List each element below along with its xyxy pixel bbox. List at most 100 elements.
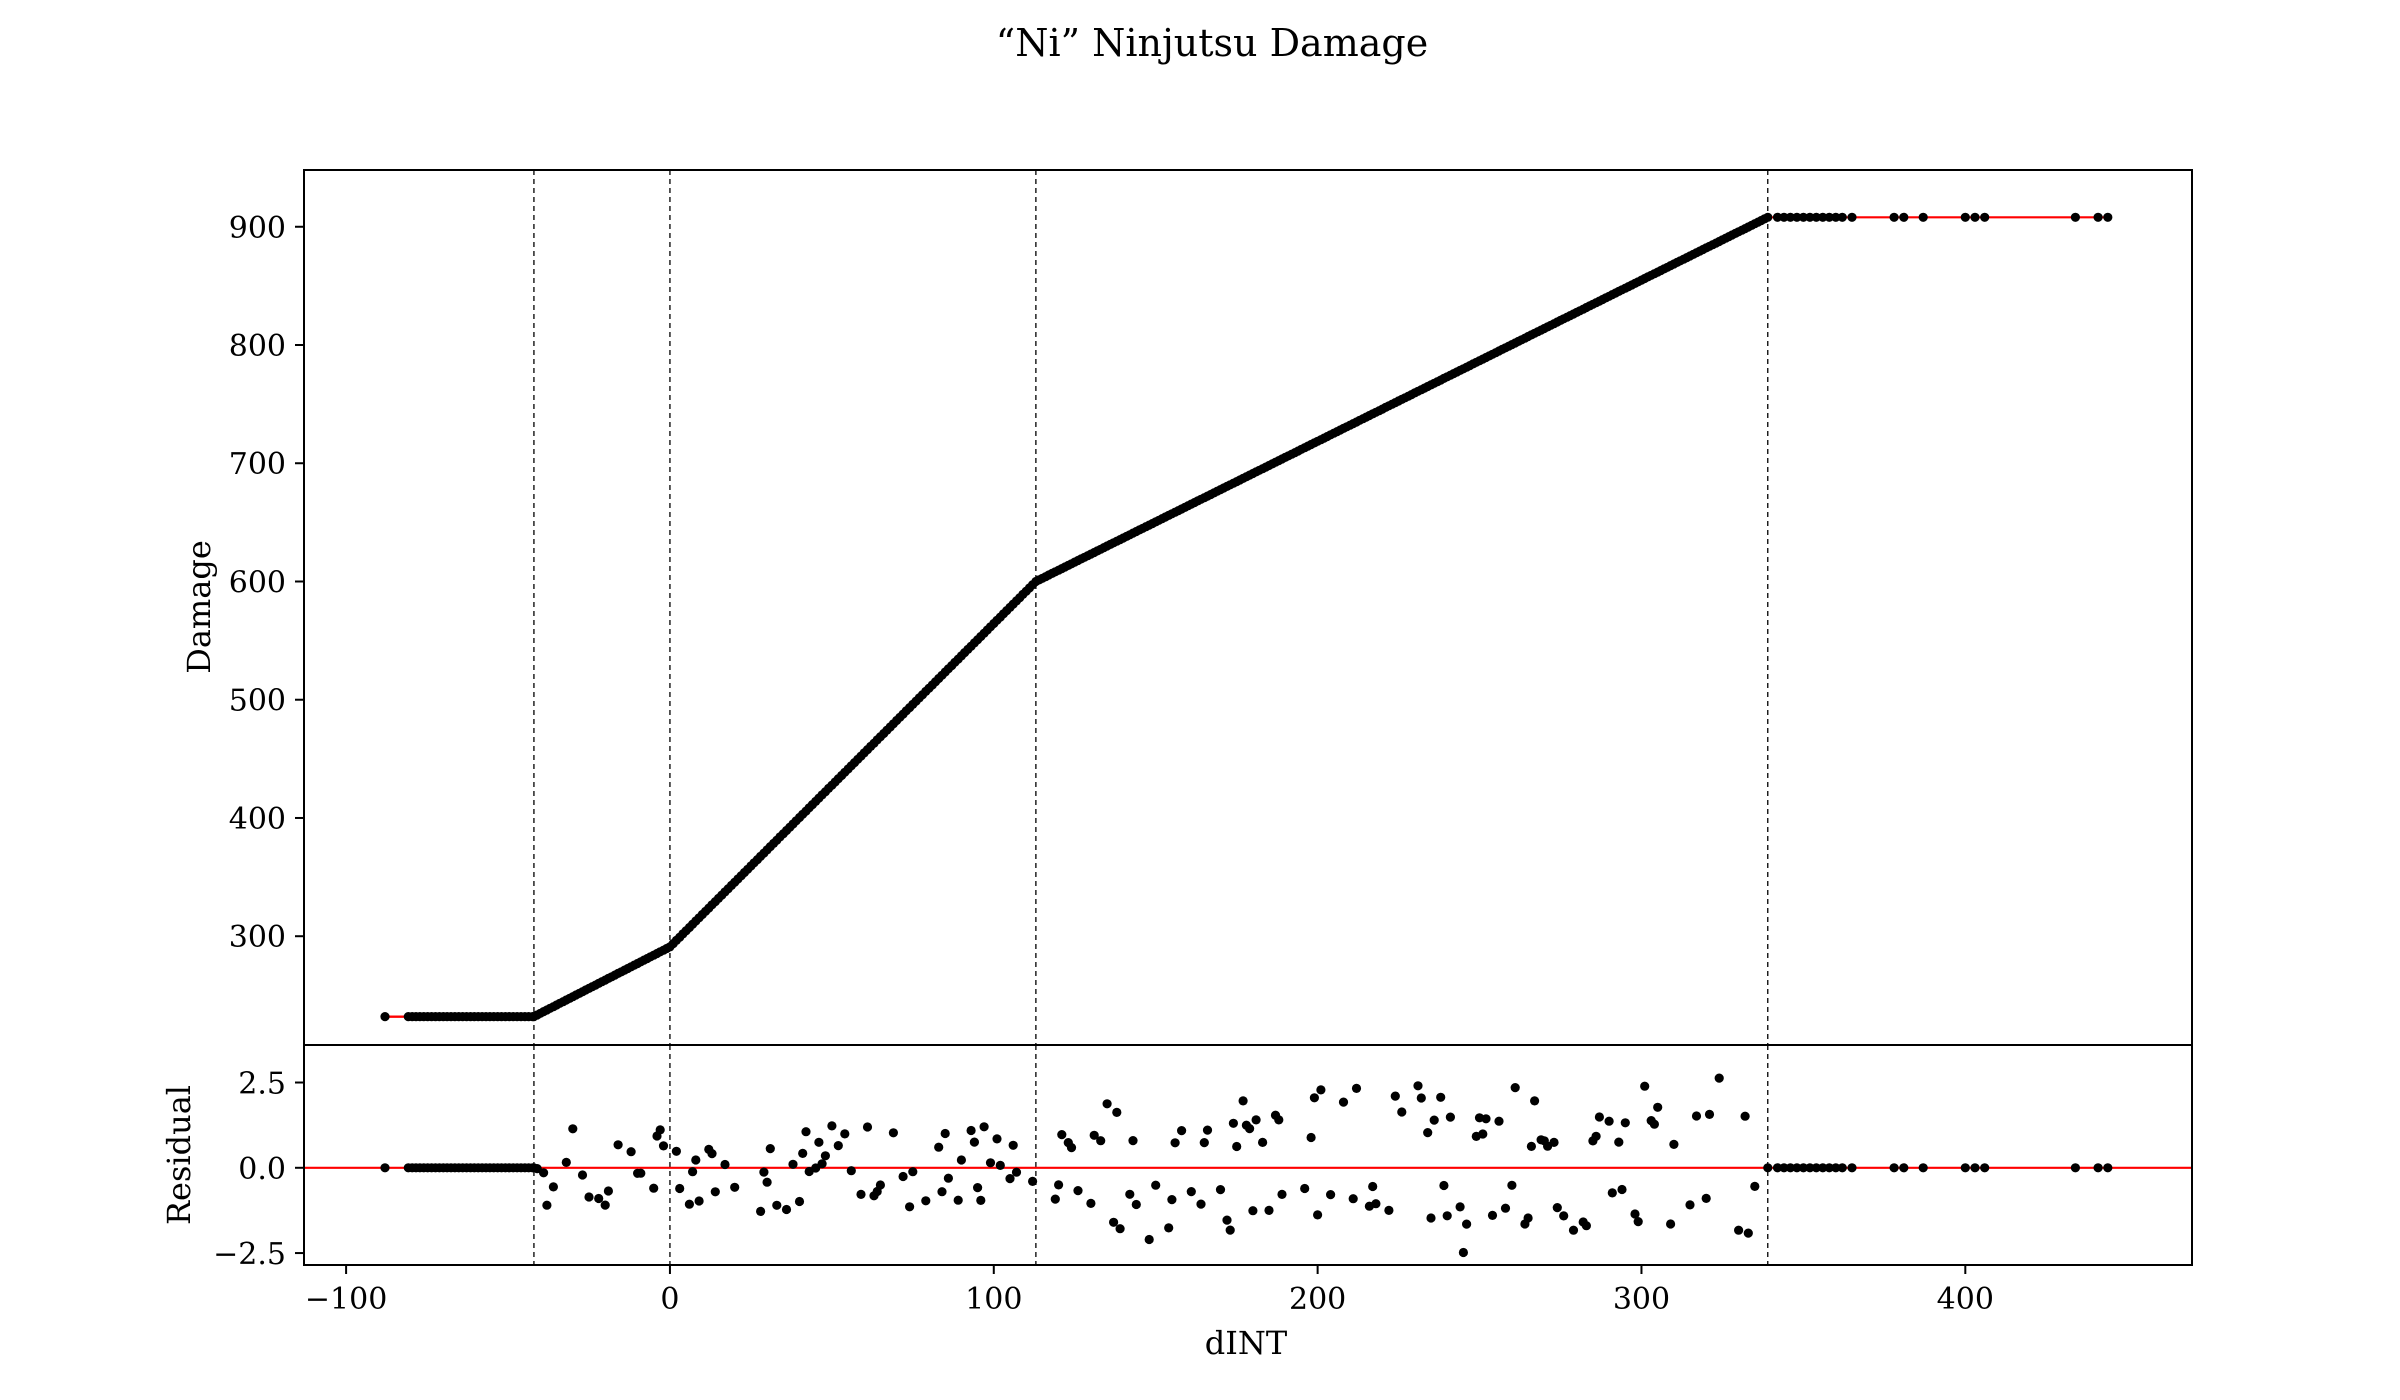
damage-y-ticks: 300 400 500 600 700 800 900	[229, 211, 304, 955]
residual-point	[1423, 1128, 1433, 1138]
residual-point	[1313, 1210, 1323, 1220]
residual-point	[1691, 1111, 1702, 1121]
residual-point	[1617, 1184, 1627, 1195]
chart-title: “Ni” Ninjutsu Damage	[996, 21, 1428, 65]
residual-point	[798, 1148, 808, 1158]
damage-point	[380, 1012, 390, 1022]
residual-point	[1779, 1163, 1789, 1173]
residual-point	[1653, 1102, 1663, 1112]
residual-x-ticks: −100 0 100 200 300 400	[305, 1265, 1994, 1317]
residual-point	[1251, 1115, 1261, 1125]
residual-point	[710, 1187, 720, 1197]
fit-line	[384, 216, 2111, 1018]
residual-point	[1487, 1210, 1498, 1220]
residual-point	[846, 1166, 856, 1176]
damage-y-tick-label: 600	[229, 565, 286, 600]
residual-point	[1970, 1163, 1980, 1173]
residual-point	[985, 1158, 996, 1168]
residual-point	[1734, 1225, 1744, 1235]
residual-point	[1258, 1137, 1268, 1147]
residual-point	[1510, 1083, 1520, 1093]
damage-y-tick-label: 900	[229, 211, 286, 246]
residual-point	[1785, 1163, 1795, 1173]
residual-point	[1131, 1199, 1141, 1210]
residual-point	[1232, 1141, 1242, 1152]
residual-point	[600, 1200, 610, 1210]
residual-point	[794, 1196, 805, 1207]
residual-point	[1390, 1091, 1400, 1101]
residual-point	[1607, 1188, 1617, 1198]
residual-point	[833, 1141, 843, 1151]
residual-point	[937, 1187, 947, 1197]
residual-point	[1899, 1163, 1909, 1173]
residual-point	[658, 1141, 669, 1151]
residual-point	[1568, 1225, 1579, 1235]
residual-point	[675, 1183, 685, 1194]
residual-point	[1066, 1143, 1077, 1153]
x-tick-label: 100	[965, 1282, 1022, 1317]
residual-point	[1196, 1199, 1206, 1209]
residual-point	[995, 1160, 1005, 1170]
residual-point	[1507, 1180, 1517, 1190]
residual-point	[1824, 1163, 1834, 1173]
residual-point	[671, 1146, 682, 1156]
residual-point	[655, 1125, 665, 1135]
residual-point	[1918, 1163, 1928, 1173]
residual-point	[649, 1183, 659, 1193]
residual-point	[1086, 1198, 1096, 1208]
residual-point	[584, 1192, 594, 1202]
residual-point	[1384, 1205, 1394, 1215]
residual-point	[626, 1147, 636, 1157]
damage-y-tick-label: 300	[229, 920, 286, 955]
x-tick-label: 200	[1289, 1282, 1346, 1317]
residual-point	[1805, 1163, 1815, 1173]
residual-point	[684, 1199, 695, 1209]
damage-point	[1772, 212, 1783, 222]
residual-point	[1818, 1163, 1828, 1173]
residual-point	[1102, 1099, 1112, 1109]
residual-point	[1416, 1093, 1426, 1103]
damage-point	[2070, 212, 2080, 222]
residual-point	[1125, 1189, 1135, 1199]
residual-point	[1245, 1124, 1255, 1134]
residual-point	[1847, 1163, 1857, 1173]
residual-breakpoint-lines	[533, 1045, 1769, 1265]
damage-point	[1847, 212, 1857, 222]
residual-point	[1306, 1132, 1316, 1143]
residual-point	[1630, 1209, 1640, 1219]
damage-point	[1763, 212, 1773, 222]
residual-point	[1458, 1247, 1468, 1258]
residual-point	[1109, 1217, 1119, 1227]
damage-point	[1889, 212, 1899, 222]
residual-point	[1455, 1202, 1465, 1212]
residual-point	[1960, 1163, 1970, 1173]
residual-point	[1481, 1114, 1491, 1124]
damage-point	[1831, 212, 1841, 222]
residual-point	[1222, 1215, 1232, 1225]
residual-point	[840, 1129, 850, 1139]
residual-point	[1685, 1200, 1695, 1210]
residual-point	[1530, 1096, 1540, 1106]
residual-point	[888, 1128, 899, 1138]
residual-point	[1980, 1163, 1990, 1173]
residual-point	[1151, 1180, 1161, 1190]
residual-point	[636, 1168, 646, 1178]
residual-point	[1005, 1174, 1015, 1184]
residual-point	[1445, 1112, 1455, 1122]
residual-point	[1170, 1138, 1180, 1148]
residual-point	[1633, 1217, 1643, 1227]
residual-point	[1701, 1193, 1711, 1203]
residual-point	[1164, 1223, 1174, 1233]
residual-point	[1316, 1085, 1326, 1095]
damage-plot-frame	[303, 169, 2193, 1046]
residual-point	[1429, 1115, 1439, 1125]
residual-point	[1604, 1116, 1614, 1126]
residual-point	[1591, 1131, 1601, 1141]
damage-point	[1779, 212, 1789, 222]
residual-point	[2103, 1163, 2113, 1173]
damage-point	[1792, 212, 1802, 222]
residual-point	[1640, 1081, 1650, 1091]
damage-y-tick-label: 800	[229, 329, 286, 364]
residual-point	[1494, 1116, 1504, 1126]
residual-point	[940, 1128, 950, 1139]
